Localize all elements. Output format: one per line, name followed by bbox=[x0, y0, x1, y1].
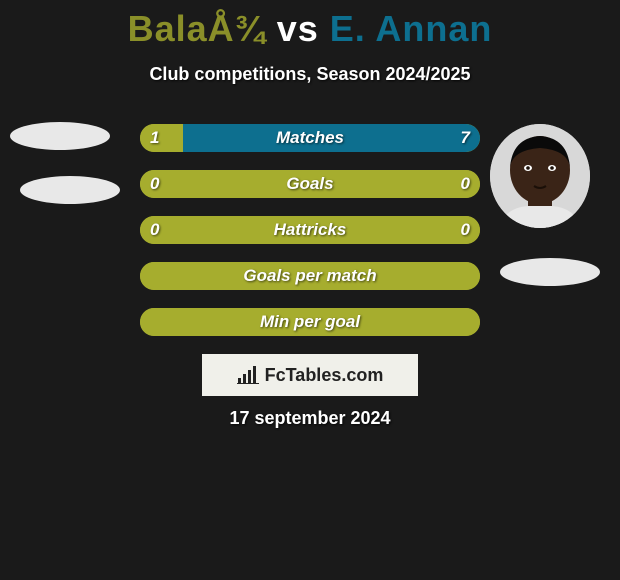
stat-label: Min per goal bbox=[140, 308, 480, 336]
stat-label: Goals per match bbox=[140, 262, 480, 290]
player-right-avatar-placeholder-2 bbox=[500, 258, 600, 286]
date-text: 17 september 2024 bbox=[0, 408, 620, 429]
comparison-widget: BalaÅ¾ vs E. Annan Club competitions, Se… bbox=[0, 0, 620, 580]
player-left-name: BalaÅ¾ bbox=[128, 8, 266, 49]
logo-text: FcTables.com bbox=[265, 365, 384, 386]
fctables-logo[interactable]: FcTables.com bbox=[202, 354, 418, 396]
vs-text: vs bbox=[277, 8, 330, 49]
stat-row-hattricks: 00Hattricks bbox=[140, 216, 480, 244]
stat-row-matches: 17Matches bbox=[140, 124, 480, 152]
stat-label: Matches bbox=[140, 124, 480, 152]
stat-row-min-per-goal: Min per goal bbox=[140, 308, 480, 336]
stat-label: Hattricks bbox=[140, 216, 480, 244]
page-title: BalaÅ¾ vs E. Annan bbox=[0, 0, 620, 50]
player-left-avatar-placeholder-2 bbox=[20, 176, 120, 204]
player-right-avatar bbox=[490, 124, 590, 228]
player-right-name: E. Annan bbox=[330, 8, 493, 49]
stat-label: Goals bbox=[140, 170, 480, 198]
stat-row-goals: 00Goals bbox=[140, 170, 480, 198]
stat-row-goals-per-match: Goals per match bbox=[140, 262, 480, 290]
comparison-bars: 17Matches 00Goals 00Hattricks Goals per mat… bbox=[140, 124, 480, 354]
subtitle: Club competitions, Season 2024/2025 bbox=[0, 64, 620, 85]
avatar-svg bbox=[490, 124, 590, 228]
bar-chart-icon bbox=[237, 366, 259, 384]
player-left-avatar-placeholder-1 bbox=[10, 122, 110, 150]
